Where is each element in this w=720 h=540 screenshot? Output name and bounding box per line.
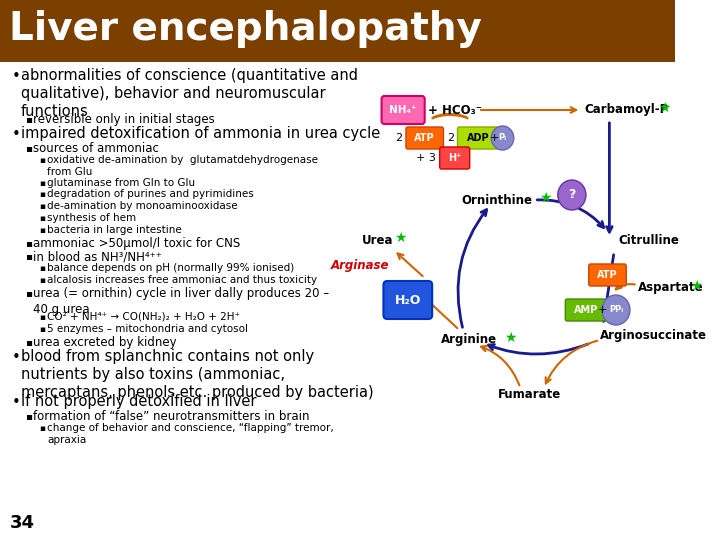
Text: ?: ? xyxy=(568,188,575,201)
Text: ▪: ▪ xyxy=(40,325,45,334)
Text: impaired detoxification of ammonia in urea cycle: impaired detoxification of ammonia in ur… xyxy=(21,126,380,141)
Text: ★: ★ xyxy=(505,331,517,345)
Text: Fumarate: Fumarate xyxy=(498,388,562,402)
FancyBboxPatch shape xyxy=(384,281,432,319)
Text: ▪: ▪ xyxy=(25,251,32,261)
Text: Liver encephalopathy: Liver encephalopathy xyxy=(9,10,482,48)
Text: H⁺: H⁺ xyxy=(448,153,462,163)
Text: ▪: ▪ xyxy=(40,313,45,322)
Text: •: • xyxy=(12,350,20,365)
FancyBboxPatch shape xyxy=(406,127,444,149)
Text: degradation of purines and pyrimidines: degradation of purines and pyrimidines xyxy=(47,190,253,199)
FancyBboxPatch shape xyxy=(602,295,630,325)
Text: ▪: ▪ xyxy=(40,276,45,285)
Text: NH₄⁺: NH₄⁺ xyxy=(390,105,417,115)
Text: ▪: ▪ xyxy=(40,424,45,433)
Text: 2: 2 xyxy=(446,133,454,143)
Text: Carbamoyl-P: Carbamoyl-P xyxy=(584,104,668,117)
Text: Orninthine: Orninthine xyxy=(462,193,532,206)
Text: reversible only in initial stages: reversible only in initial stages xyxy=(33,113,215,126)
Text: bacteria in large intestine: bacteria in large intestine xyxy=(47,225,181,235)
Text: urea excreted by kidney: urea excreted by kidney xyxy=(33,336,176,349)
Text: ▪: ▪ xyxy=(40,214,45,223)
Text: oxidative de-amination by  glutamatdehydrogenase
from Glu: oxidative de-amination by glutamatdehydr… xyxy=(47,156,318,178)
FancyBboxPatch shape xyxy=(457,127,499,149)
Text: ★: ★ xyxy=(658,101,670,115)
Text: H₂O: H₂O xyxy=(395,294,421,307)
Text: ▪: ▪ xyxy=(25,337,32,347)
FancyBboxPatch shape xyxy=(589,264,626,286)
Text: if not properly detoxified in liver: if not properly detoxified in liver xyxy=(21,394,256,409)
Text: AMP: AMP xyxy=(574,305,598,315)
Text: balance depends on pH (normally 99% ionised): balance depends on pH (normally 99% ioni… xyxy=(47,264,294,273)
Text: PPᵢ: PPᵢ xyxy=(609,306,623,314)
Text: Aspartate: Aspartate xyxy=(637,281,703,294)
Text: CO² + NH⁴⁺ → CO(NH₂)₂ + H₂O + 2H⁺: CO² + NH⁴⁺ → CO(NH₂)₂ + H₂O + 2H⁺ xyxy=(47,312,240,322)
Text: ★: ★ xyxy=(539,191,552,205)
Text: ▪: ▪ xyxy=(40,179,45,187)
Text: ADP: ADP xyxy=(467,133,490,143)
Text: in blood as NH³/NH⁴⁺⁺: in blood as NH³/NH⁴⁺⁺ xyxy=(33,250,162,263)
Text: Arginine: Arginine xyxy=(441,334,497,347)
Text: blood from splanchnic contains not only
nutrients by also toxins (ammoniac,
merc: blood from splanchnic contains not only … xyxy=(21,349,373,400)
Text: 5 enzymes – mitochondria and cytosol: 5 enzymes – mitochondria and cytosol xyxy=(47,324,248,334)
Text: de-amination by monoaminooxidase: de-amination by monoaminooxidase xyxy=(47,201,238,211)
Text: abnormalities of conscience (quantitative and
qualitative), behavior and neuromu: abnormalities of conscience (quantitativ… xyxy=(21,68,358,119)
Text: 2: 2 xyxy=(395,133,402,143)
Text: ▪: ▪ xyxy=(25,114,32,124)
Text: alcalosis increases free ammoniac and thus toxicity: alcalosis increases free ammoniac and th… xyxy=(47,275,317,285)
Text: +: + xyxy=(598,305,608,315)
Text: ▪: ▪ xyxy=(25,411,32,421)
FancyBboxPatch shape xyxy=(382,96,425,124)
Text: glutaminase from Gln to Glu: glutaminase from Gln to Glu xyxy=(47,178,195,187)
Text: Arginase: Arginase xyxy=(330,259,389,272)
Text: 34: 34 xyxy=(9,514,35,532)
Text: ▪: ▪ xyxy=(40,191,45,199)
Text: •: • xyxy=(12,127,20,142)
Text: Arginosuccinate: Arginosuccinate xyxy=(600,328,707,341)
Text: ★: ★ xyxy=(394,231,406,245)
Text: +: + xyxy=(490,133,499,143)
Text: formation of “false” neurotransmitters in brain: formation of “false” neurotransmitters i… xyxy=(33,410,310,423)
Text: change of behavior and conscience, “flapping” tremor,
apraxia: change of behavior and conscience, “flap… xyxy=(47,423,333,445)
Text: urea (= ornithin) cycle in liver dally produces 20 –
40 g urea: urea (= ornithin) cycle in liver dally p… xyxy=(33,287,329,315)
Text: ▪: ▪ xyxy=(25,143,32,153)
Text: ATP: ATP xyxy=(597,270,618,280)
Bar xyxy=(0,0,675,62)
Text: Pᵢ: Pᵢ xyxy=(498,133,506,143)
Text: Citrulline: Citrulline xyxy=(618,233,680,246)
Text: ammoniac >50μmol/l toxic for CNS: ammoniac >50μmol/l toxic for CNS xyxy=(33,237,240,250)
FancyBboxPatch shape xyxy=(440,147,469,169)
Text: ▪: ▪ xyxy=(25,288,32,298)
FancyBboxPatch shape xyxy=(558,180,586,210)
Text: ▪: ▪ xyxy=(40,157,45,165)
Text: ▪: ▪ xyxy=(40,202,45,211)
Text: •: • xyxy=(12,69,20,84)
Text: ▪: ▪ xyxy=(25,238,32,248)
Text: ★: ★ xyxy=(690,279,703,293)
Text: •: • xyxy=(12,395,20,410)
FancyBboxPatch shape xyxy=(565,299,606,321)
FancyBboxPatch shape xyxy=(491,126,514,150)
Text: sources of ammoniac: sources of ammoniac xyxy=(33,142,158,155)
Text: synthesis of hem: synthesis of hem xyxy=(47,213,136,223)
Text: Urea: Urea xyxy=(362,233,394,246)
Text: ▪: ▪ xyxy=(40,226,45,235)
Text: + 3: + 3 xyxy=(416,153,436,163)
Text: ATP: ATP xyxy=(415,133,435,143)
Text: + HCO₃⁻: + HCO₃⁻ xyxy=(428,104,482,117)
Text: ▪: ▪ xyxy=(40,264,45,273)
